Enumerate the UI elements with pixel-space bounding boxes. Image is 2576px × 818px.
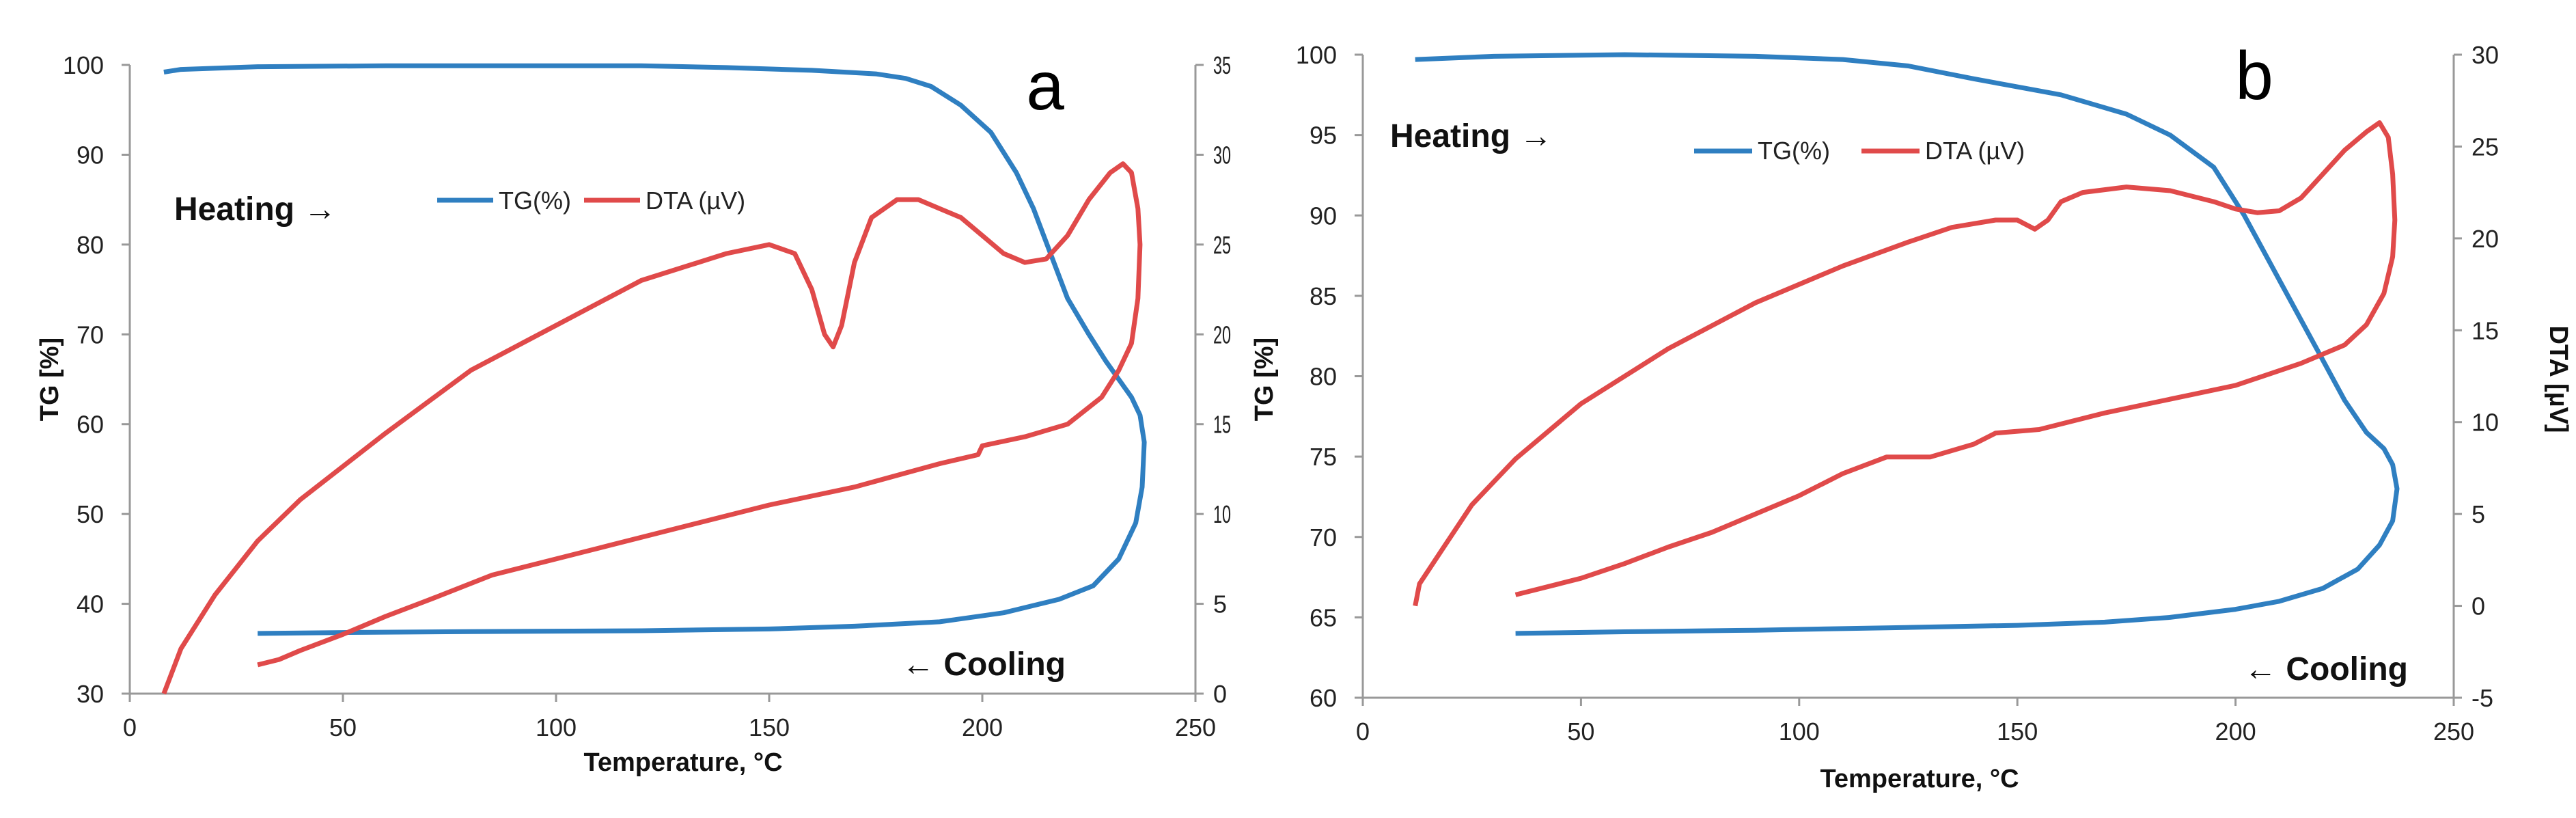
x-tick-label: 50 [1567,718,1594,746]
y-tick-label: 50 [77,500,104,528]
panel-label: a [1026,48,1064,124]
y-tick-label: 65 [1310,603,1337,631]
heating-annotation: Heating → [174,191,336,228]
y-tick-label: 40 [77,590,104,618]
y2-axis-title: DTA [µV] [2544,326,2573,433]
x-tick-label: 0 [123,713,137,741]
y2-tick-label: 5 [2471,500,2485,528]
x-tick-label: 50 [329,713,357,741]
dta-curve [161,161,1143,695]
y2-tick-label: 5 [1213,590,1227,618]
y-tick-label: 100 [63,51,104,79]
y2-tick-label: 0 [2471,592,2485,621]
y-axis-title: TG [%] [36,338,64,421]
y2-tick-label: 10 [2471,409,2499,437]
y-tick-label: 70 [77,321,104,349]
y2-tick-label: 15 [1213,411,1231,439]
x-tick-label: 150 [749,713,790,741]
x-tick-label: 200 [962,713,1003,741]
legend: TG(%) DTA (µV) [437,187,745,215]
y-tick-label: 80 [77,231,104,259]
y2-tick-label: 0 [1213,680,1227,708]
y2-tick-label: 30 [2471,41,2499,69]
y2-tick-label: 10 [1213,500,1231,528]
y2-tick-label: 30 [1213,141,1231,169]
x-tick-label: 250 [1175,713,1216,741]
y2-tick-label: 35 [1213,51,1231,79]
legend-label-dta: DTA (µV) [646,187,745,215]
y-tick-label: 85 [1310,282,1337,310]
y-tick-label: 100 [1296,41,1337,69]
legend-label-dta: DTA (µV) [1925,137,2025,165]
y2-tick-label: 25 [2471,133,2499,161]
x-axis-title: Temperature, °C [583,748,782,777]
y-tick-label: 90 [1310,202,1337,230]
y2-tick-label: 20 [1213,321,1231,349]
y-tick-label: 30 [77,680,104,708]
y-tick-label: 70 [1310,523,1337,551]
x-tick-label: 250 [2433,718,2474,746]
legend-label-tg: TG(%) [1758,137,1830,165]
heating-annotation: Heating → [1390,118,1552,154]
y2-tick-label: 15 [2471,316,2499,344]
y2-tick-label: 25 [1213,231,1231,259]
cooling-annotation: ← Cooling [902,646,1066,683]
y-tick-label: 95 [1310,122,1337,150]
y2-tick-label: 20 [2471,225,2499,253]
dta-curve [1413,120,2398,607]
y-tick-label: 60 [1310,684,1337,712]
x-tick-label: 100 [536,713,577,741]
y2-tick-label: -5 [2471,684,2493,712]
y-tick-label: 90 [77,141,104,169]
cooling-annotation: ← Cooling [2244,651,2408,687]
y-axis-title: TG [%] [1250,338,1279,421]
tg-curve [163,63,1147,636]
y-tick-label: 80 [1310,363,1337,391]
x-tick-label: 200 [2215,718,2256,746]
panel-label: b [2235,38,2273,114]
legend: TG(%) DTA (µV) [1694,137,2025,165]
x-tick-label: 100 [1779,718,1820,746]
x-tick-label: 150 [1997,718,2038,746]
chart-panel-a: 0 50 100 150 200 250 30 40 50 60 70 80 90 100 0 5 10 15… [36,48,1231,777]
x-axis-title: Temperature, °C [1820,765,2019,793]
tg-curve [1415,52,2400,636]
chart-panel-b: 0 50 100 150 200 250 60 65 70 75 80 85 90 95 100 -5 0 5… [1250,38,2573,793]
y-tick-label: 60 [77,411,104,439]
legend-label-tg: TG(%) [499,187,571,215]
y-tick-label: 75 [1310,443,1337,471]
x-tick-label: 0 [1356,718,1370,746]
